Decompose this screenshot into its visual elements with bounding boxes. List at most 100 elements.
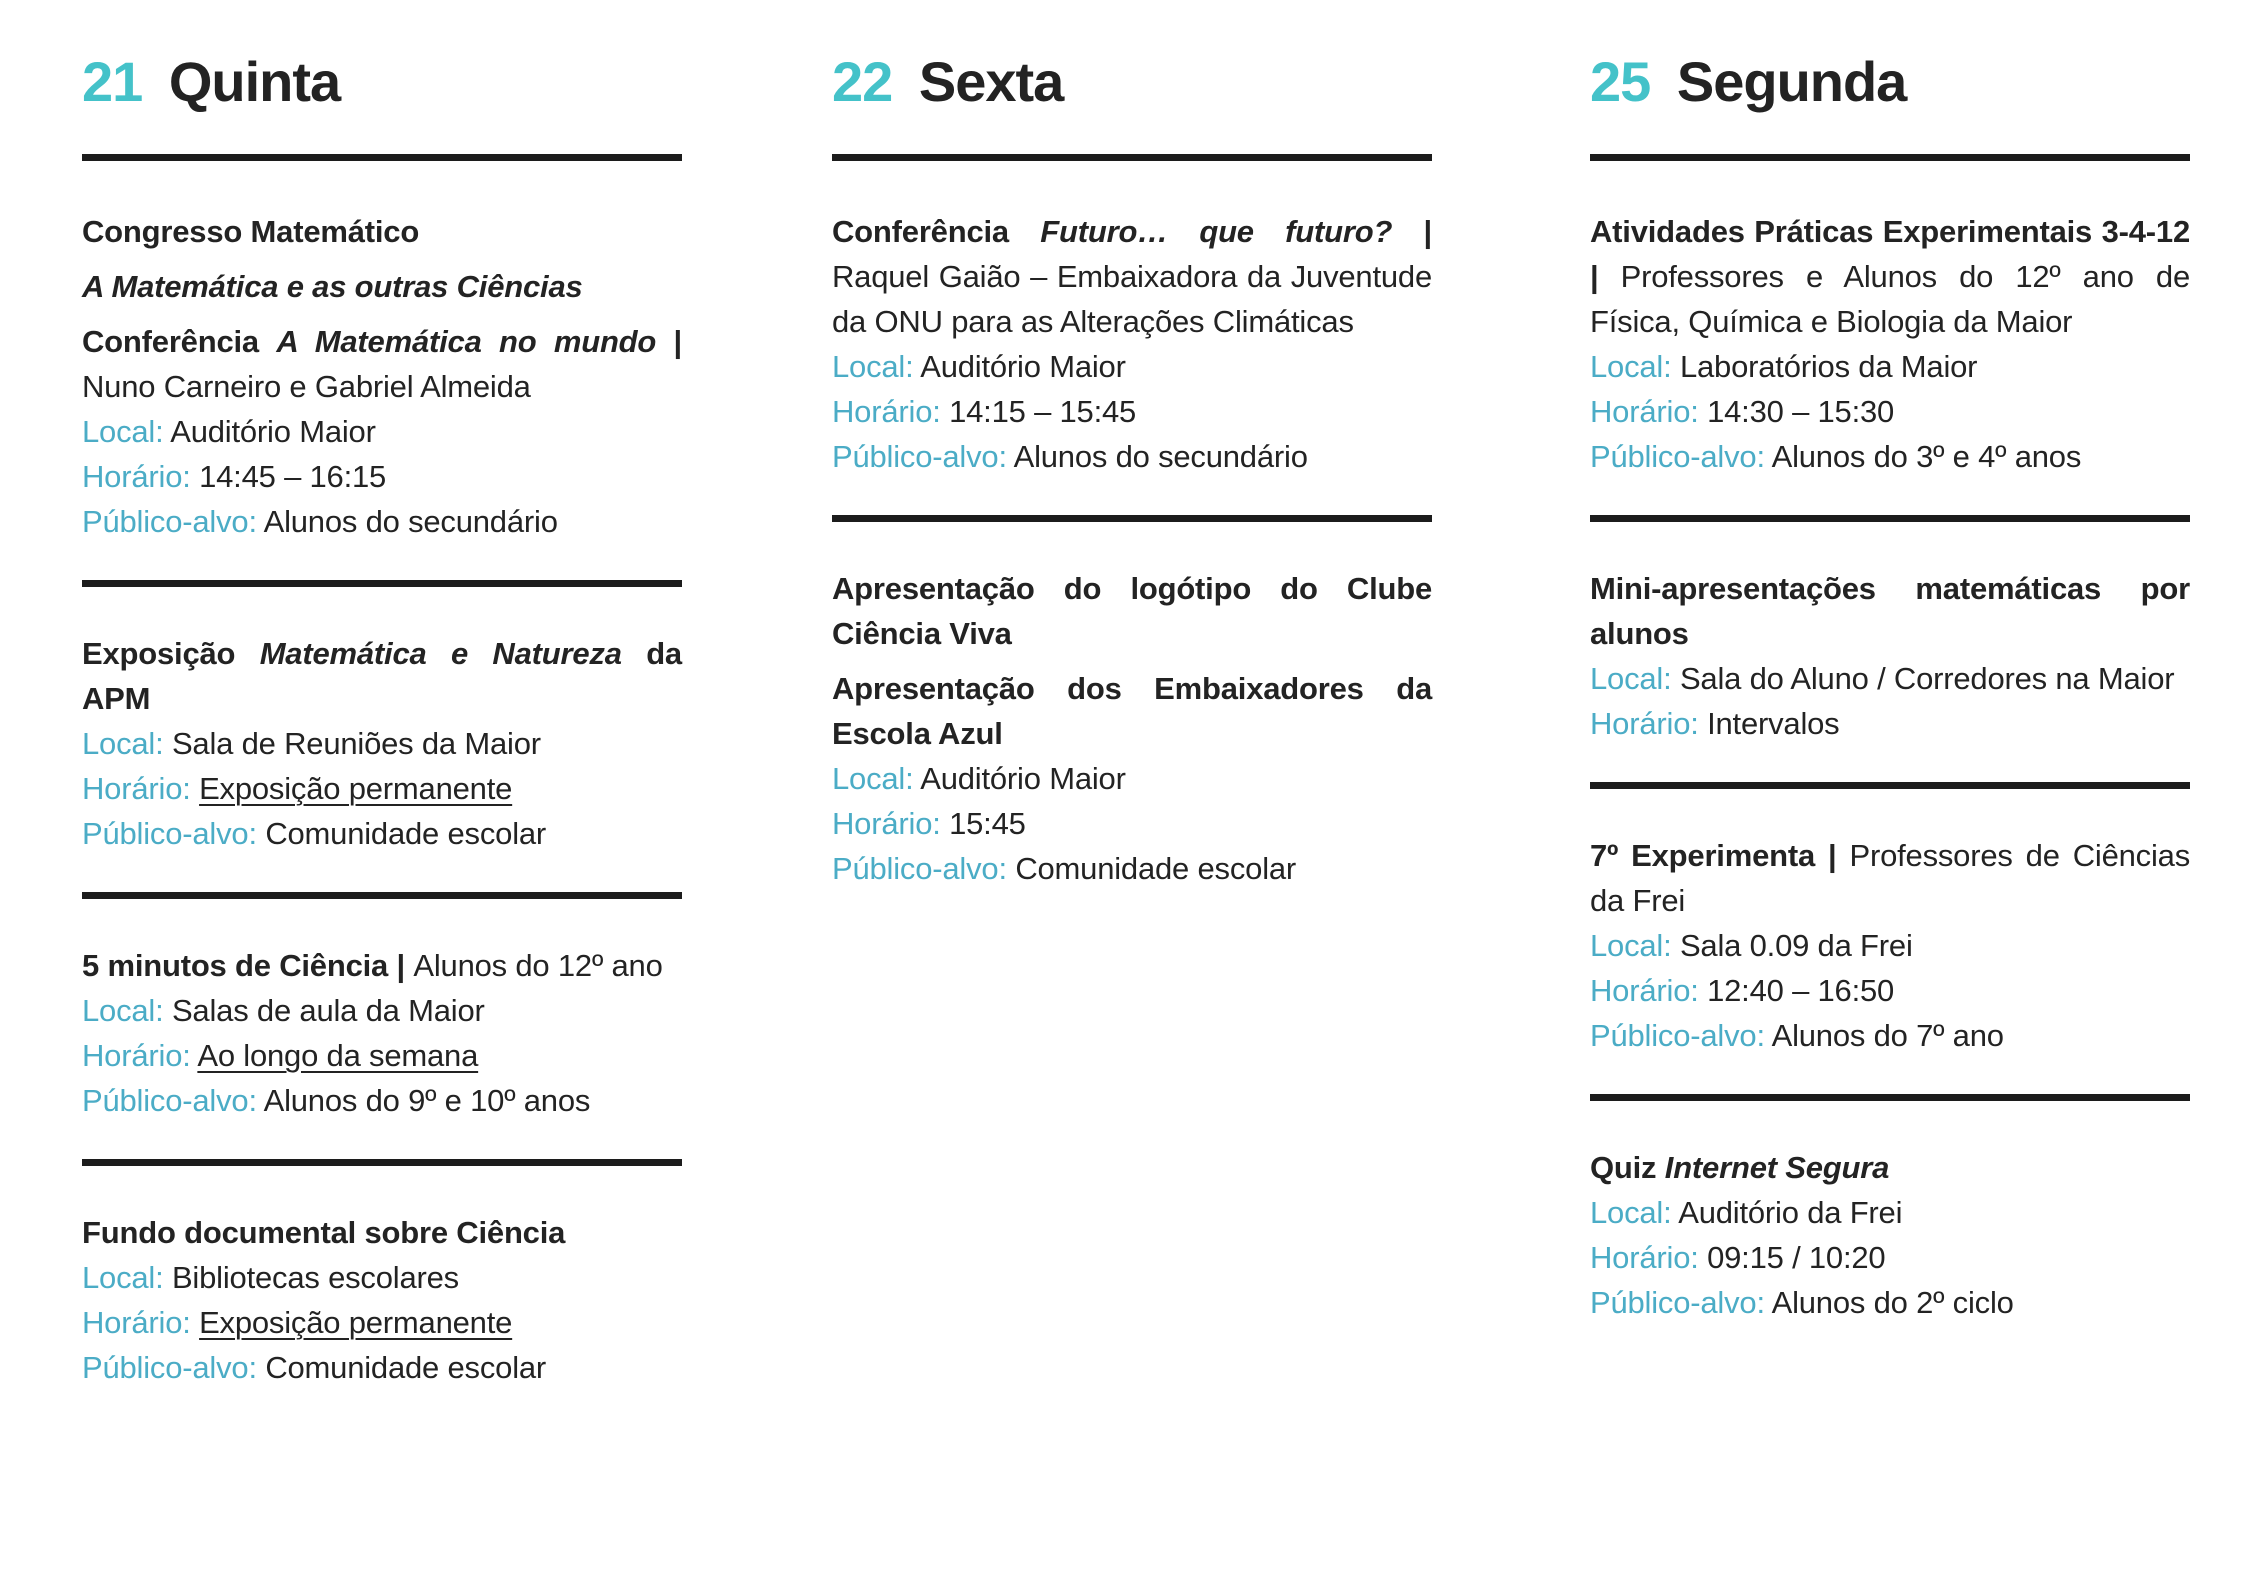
detail-label: Horário:	[1590, 1240, 1699, 1275]
detail-label: Local:	[82, 993, 164, 1028]
detail-value: 14:30 – 15:30	[1707, 394, 1895, 429]
detail-label: Horário:	[1590, 973, 1699, 1008]
event-detail: Público-alvo: Alunos do secundário	[832, 434, 1432, 479]
event-detail: Local: Laboratórios da Maior	[1590, 344, 2190, 389]
detail-value: Comunidade escolar	[1015, 851, 1297, 886]
event-detail: Público-alvo: Alunos do secundário	[82, 499, 682, 544]
detail-value: Alunos do secundário	[263, 504, 558, 539]
event: Mini-apresentações matemáticas por aluno…	[1590, 566, 2190, 746]
title-segment: Nuno Carneiro e Gabriel Almeida	[82, 369, 531, 404]
detail-value: Sala do Aluno / Corredores na Maior	[1679, 661, 2175, 696]
event-detail: Local: Auditório Maior	[832, 344, 1432, 389]
detail-label: Público-alvo:	[1590, 1285, 1765, 1320]
detail-value: Alunos do 3º e 4º anos	[1771, 439, 2082, 474]
detail-label: Local:	[832, 761, 914, 796]
event-title: Apresentação do logótipo do Clube Ciênci…	[832, 566, 1432, 656]
divider	[82, 580, 682, 587]
title-segment: Futuro… que futuro?	[1040, 214, 1393, 249]
event: Exposição Matemática e Natureza da APM Lo…	[82, 631, 682, 856]
day-number: 22	[832, 50, 893, 113]
event-title: Atividades Práticas Experimentais 3-4-12…	[1590, 209, 2190, 344]
event-title: Exposição Matemática e Natureza da APM	[82, 631, 682, 721]
event-title: Apresentação dos Embaixadores da Escola …	[832, 666, 1432, 756]
title-segment: Apresentação dos Embaixadores da Escola …	[832, 671, 1432, 751]
event-detail: Local: Sala de Reuniões da Maior	[82, 721, 682, 766]
divider	[832, 515, 1432, 522]
detail-value: Auditório Maior	[920, 349, 1126, 384]
event-detail: Horário: 14:45 – 16:15	[82, 454, 682, 499]
day-column-25: 25 Segunda Atividades Práticas Experiment…	[1590, 52, 2190, 1325]
detail-value: Auditório Maior	[170, 414, 376, 449]
detail-value: Laboratórios da Maior	[1679, 349, 1978, 384]
detail-label: Horário:	[832, 394, 941, 429]
event-detail: Horário: 14:15 – 15:45	[832, 389, 1432, 434]
title-segment: Atividades Práticas Experimentais 3-4-12…	[1590, 214, 2190, 294]
title-segment: Conferência	[832, 214, 1041, 249]
detail-label: Público-alvo:	[832, 851, 1007, 886]
title-segment: Raquel Gaião – Embaixadora da Juventude …	[832, 259, 1432, 339]
event-title: Quiz Internet Segura	[1590, 1145, 2190, 1190]
event-detail: Local: Sala do Aluno / Corredores na Mai…	[1590, 656, 2190, 701]
day-column-22: 22 Sexta Conferência Futuro… que futuro? …	[832, 52, 1432, 891]
event-detail: Local: Auditório Maior	[832, 756, 1432, 801]
detail-label: Público-alvo:	[1590, 1018, 1765, 1053]
detail-label: Horário:	[1590, 394, 1699, 429]
title-segment: Quiz	[1590, 1150, 1665, 1185]
divider	[832, 154, 1432, 161]
title-segment: Alunos do 12º ano	[413, 948, 663, 983]
detail-label: Público-alvo:	[82, 1350, 257, 1385]
title-segment: Fundo documental sobre Ciência	[82, 1215, 566, 1250]
event: Atividades Práticas Experimentais 3-4-12…	[1590, 209, 2190, 479]
detail-label: Horário:	[1590, 706, 1699, 741]
day-number: 25	[1590, 50, 1651, 113]
title-segment: Internet Segura	[1664, 1150, 1890, 1185]
detail-label: Local:	[832, 349, 914, 384]
detail-value: Alunos do secundário	[1013, 439, 1308, 474]
detail-label: Público-alvo:	[832, 439, 1007, 474]
detail-value: 12:40 – 16:50	[1707, 973, 1895, 1008]
day-header: 22 Sexta	[832, 52, 1432, 112]
detail-label: Horário:	[82, 1305, 191, 1340]
detail-value: Intervalos	[1707, 706, 1840, 741]
title-segment: Mini-apresentações matemáticas por aluno…	[1590, 571, 2190, 651]
event: 5 minutos de Ciência | Alunos do 12º ano…	[82, 943, 682, 1123]
detail-value: Sala 0.09 da Frei	[1679, 928, 1913, 963]
event: Quiz Internet Segura Local: Auditório da …	[1590, 1145, 2190, 1325]
event-detail: Local: Auditório da Frei	[1590, 1190, 2190, 1235]
event-detail: Público-alvo: Comunidade escolar	[82, 811, 682, 856]
divider	[1590, 154, 2190, 161]
detail-label: Local:	[1590, 1195, 1672, 1230]
event-detail: Público-alvo: Alunos do 7º ano	[1590, 1013, 2190, 1058]
day-name: Quinta	[168, 50, 341, 113]
detail-label: Local:	[82, 414, 164, 449]
event-detail: Horário: 09:15 / 10:20	[1590, 1235, 2190, 1280]
event-detail: Público-alvo: Alunos do 2º ciclo	[1590, 1280, 2190, 1325]
divider	[82, 1159, 682, 1166]
divider	[1590, 1094, 2190, 1101]
event-detail: Público-alvo: Alunos do 3º e 4º anos	[1590, 434, 2190, 479]
detail-value: Alunos do 2º ciclo	[1771, 1285, 2014, 1320]
detail-value: 14:15 – 15:45	[949, 394, 1137, 429]
event-detail: Local: Bibliotecas escolares	[82, 1255, 682, 1300]
event-detail: Local: Salas de aula da Maior	[82, 988, 682, 1033]
detail-value: Comunidade escolar	[265, 1350, 547, 1385]
event-detail: Local: Sala 0.09 da Frei	[1590, 923, 2190, 968]
detail-label: Local:	[82, 726, 164, 761]
detail-label: Local:	[1590, 349, 1672, 384]
event-title: Fundo documental sobre Ciência	[82, 1210, 682, 1255]
detail-value: 09:15 / 10:20	[1707, 1240, 1886, 1275]
event-detail: Horário: Exposição permanente	[82, 1300, 682, 1345]
title-segment: Professores de Ciências da Frei	[1590, 838, 2190, 918]
detail-label: Público-alvo:	[82, 504, 257, 539]
event-detail: Público-alvo: Comunidade escolar	[82, 1345, 682, 1390]
detail-value: Auditório da Frei	[1678, 1195, 1903, 1230]
event-detail: Local: Auditório Maior	[82, 409, 682, 454]
title-segment: 5 minutos de Ciência |	[82, 948, 414, 983]
title-segment: |	[1392, 214, 1433, 249]
title-segment: Professores e Alunos do 12º ano de Físic…	[1590, 259, 2190, 339]
event: 7º Experimenta | Professores de Ciências…	[1590, 833, 2190, 1058]
title-segment: A Matemática e as outras Ciências	[82, 269, 583, 304]
detail-value: 15:45	[949, 806, 1026, 841]
event-title: Conferência A Matemática no mundo | Nuno…	[82, 319, 682, 409]
event-title: Mini-apresentações matemáticas por aluno…	[1590, 566, 2190, 656]
